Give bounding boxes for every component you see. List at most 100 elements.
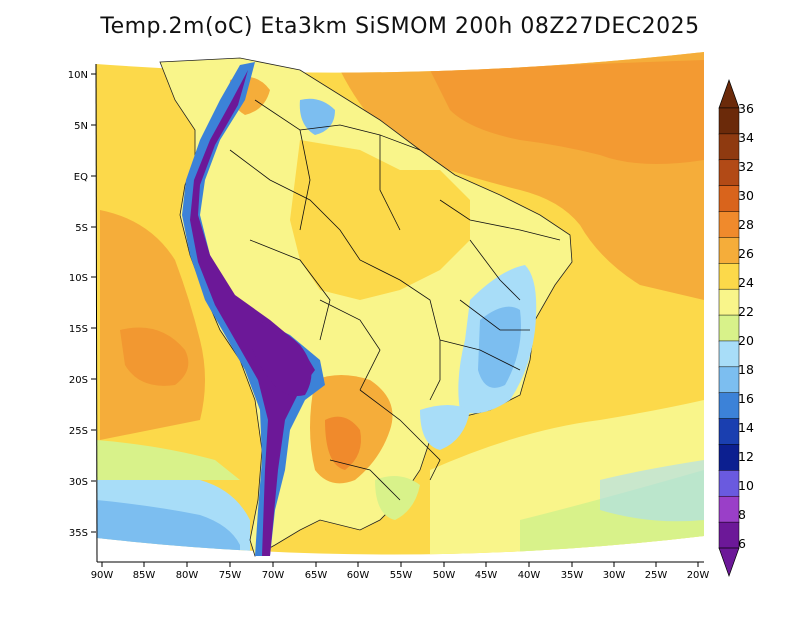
colorbar-label: 18 xyxy=(738,362,754,377)
y-tick: 30S xyxy=(69,477,96,488)
y-tick: 15S xyxy=(69,324,96,335)
andes-cold-core xyxy=(190,70,315,556)
x-tick-label: 70W xyxy=(262,570,285,581)
x-axis: 90W 85W 80W 75W 70W 65W 60W 55W 50W 45W … xyxy=(91,562,710,581)
colorbar-label: 34 xyxy=(738,130,754,145)
highlands-cold-core xyxy=(478,306,521,388)
y-tick-label: 15S xyxy=(69,324,88,335)
chaco-hot-core xyxy=(325,416,361,470)
x-tick-label: 80W xyxy=(176,570,199,581)
y-tick-label: 5N xyxy=(74,121,88,132)
x-tick: 55W xyxy=(390,562,413,581)
map-title: Temp.2m(oC) Eta3km SiSMOM 200h 08Z27DEC2… xyxy=(100,14,700,39)
y-tick: 10N xyxy=(68,70,96,81)
colorbar-segment xyxy=(718,133,740,161)
x-tick: 75W xyxy=(219,562,242,581)
colorbar-segment xyxy=(718,521,740,549)
y-tick: 25S xyxy=(69,426,96,437)
x-tick-label: 85W xyxy=(133,570,156,581)
y-tick: EQ xyxy=(74,172,96,183)
colorbar-label: 32 xyxy=(738,159,754,174)
x-tick-label: 55W xyxy=(390,570,413,581)
y-tick-label: 25S xyxy=(69,426,88,437)
y-tick: 35S xyxy=(69,528,96,539)
colorbar-segment xyxy=(718,314,740,342)
x-tick: 70W xyxy=(262,562,285,581)
x-tick-label: 50W xyxy=(433,570,456,581)
colorbar-label: 6 xyxy=(738,536,746,551)
x-tick: 65W xyxy=(305,562,328,581)
colorbar-label: 10 xyxy=(738,478,754,493)
y-tick: 10S xyxy=(69,273,96,284)
colorbar-label: 30 xyxy=(738,188,754,203)
x-tick: 45W xyxy=(475,562,498,581)
colorbar-segment xyxy=(718,340,740,368)
y-tick-label: 5S xyxy=(75,223,88,234)
colorbar-label: 14 xyxy=(738,420,754,435)
colorbar-segment xyxy=(718,470,740,497)
x-tick: 30W xyxy=(603,562,626,581)
colorbar-label: 24 xyxy=(738,275,754,290)
y-tick-label: 20S xyxy=(69,375,88,386)
colorbar-label: 8 xyxy=(738,507,746,522)
colorbar-bottom-arrow xyxy=(718,547,740,578)
altiplano-core xyxy=(245,320,312,396)
y-tick-label: EQ xyxy=(74,172,88,183)
x-tick: 60W xyxy=(347,562,370,581)
x-tick: 90W xyxy=(91,562,114,581)
colorbar-top-arrow xyxy=(718,78,740,109)
colorbar-label: 16 xyxy=(738,391,754,406)
y-tick-label: 35S xyxy=(69,528,88,539)
colorbar-segment xyxy=(718,495,740,523)
colorbar-segment xyxy=(718,366,740,394)
x-tick-label: 30W xyxy=(603,570,626,581)
colorbar-segment xyxy=(718,263,740,290)
south-brazil-cool xyxy=(420,405,470,450)
y-tick-label: 30S xyxy=(69,477,88,488)
x-tick-label: 90W xyxy=(91,570,114,581)
x-tick-label: 25W xyxy=(645,570,668,581)
y-tick: 5S xyxy=(75,223,96,234)
andes-cool-band xyxy=(182,62,325,556)
colorbar-segment xyxy=(718,211,740,239)
colorbar-segment xyxy=(718,107,740,135)
colorbar-label: 20 xyxy=(738,333,754,348)
colorbar-segment xyxy=(718,288,740,316)
y-tick: 20S xyxy=(69,375,96,386)
x-tick-label: 45W xyxy=(475,570,498,581)
colorbar-segment xyxy=(718,237,740,264)
y-tick: 5N xyxy=(74,121,96,132)
x-tick-label: 20W xyxy=(687,570,710,581)
colorbar-segment xyxy=(718,418,740,446)
colorbar-label: 22 xyxy=(738,304,754,319)
colorbar-segment xyxy=(718,444,740,472)
temperature-field xyxy=(96,52,704,555)
x-tick: 35W xyxy=(561,562,584,581)
x-tick-label: 35W xyxy=(561,570,584,581)
colorbar-segment xyxy=(718,159,740,187)
x-tick: 20W xyxy=(687,562,710,581)
guiana-cool xyxy=(299,98,335,135)
x-tick-label: 75W xyxy=(219,570,242,581)
interior-warm-region xyxy=(290,140,470,300)
colorbar-label: 12 xyxy=(738,449,754,464)
y-axis: 10N 5N EQ 5S 10S 15S 20S 25S 30S 35S xyxy=(68,70,96,539)
x-tick-label: 60W xyxy=(347,570,370,581)
colorbar: 36 34 32 30 28 26 24 22 20 18 16 14 12 1… xyxy=(718,78,754,578)
country-borders xyxy=(229,99,561,501)
x-tick: 80W xyxy=(176,562,199,581)
x-tick: 25W xyxy=(645,562,668,581)
y-tick-label: 10N xyxy=(68,70,88,81)
x-tick-label: 65W xyxy=(305,570,328,581)
x-tick: 40W xyxy=(518,562,541,581)
colorbar-segment xyxy=(718,185,740,213)
colorbar-segment xyxy=(718,392,740,420)
colorbar-label: 28 xyxy=(738,217,754,232)
x-tick-label: 40W xyxy=(518,570,541,581)
x-tick: 85W xyxy=(133,562,156,581)
colorbar-label: 26 xyxy=(738,246,754,261)
colorbar-label: 36 xyxy=(738,101,754,116)
y-tick-label: 10S xyxy=(69,273,88,284)
x-tick: 50W xyxy=(433,562,456,581)
